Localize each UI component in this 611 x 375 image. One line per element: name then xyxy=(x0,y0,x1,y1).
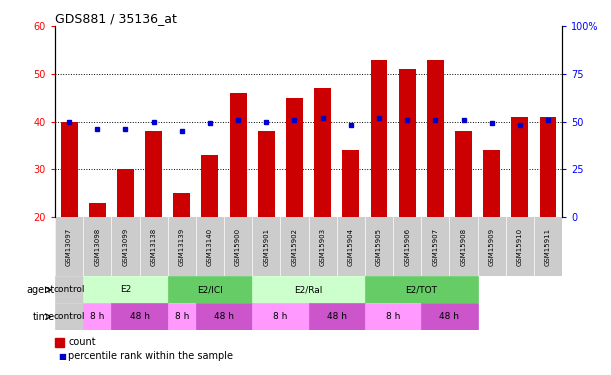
Text: GSM13098: GSM13098 xyxy=(94,228,100,266)
Bar xyxy=(427,60,444,217)
Text: GSM13139: GSM13139 xyxy=(179,228,185,266)
Bar xyxy=(174,193,190,217)
Bar xyxy=(252,303,309,330)
Text: GSM13140: GSM13140 xyxy=(207,228,213,266)
Bar xyxy=(117,169,134,217)
Bar xyxy=(230,93,247,217)
Text: 48 h: 48 h xyxy=(130,312,150,321)
Text: GSM15906: GSM15906 xyxy=(404,228,410,266)
Text: 8 h: 8 h xyxy=(90,312,104,321)
Text: GSM13138: GSM13138 xyxy=(150,228,156,266)
Text: GSM15903: GSM15903 xyxy=(320,228,326,266)
Bar xyxy=(196,303,252,330)
Bar xyxy=(455,131,472,217)
Text: GSM15908: GSM15908 xyxy=(461,228,467,266)
Text: GSM15910: GSM15910 xyxy=(517,228,523,266)
Bar xyxy=(511,117,529,217)
Bar xyxy=(421,303,478,330)
Bar xyxy=(342,150,359,217)
Text: 8 h: 8 h xyxy=(273,312,288,321)
Text: 48 h: 48 h xyxy=(327,312,346,321)
Bar xyxy=(365,276,478,303)
Text: control: control xyxy=(53,312,85,321)
Bar xyxy=(252,276,365,303)
Bar xyxy=(309,303,365,330)
Text: control: control xyxy=(53,285,85,294)
Text: GSM13097: GSM13097 xyxy=(66,228,72,266)
Text: GSM15901: GSM15901 xyxy=(263,228,269,266)
Bar xyxy=(286,98,303,217)
Bar xyxy=(483,150,500,217)
Text: GSM13099: GSM13099 xyxy=(122,228,128,266)
Text: GSM15907: GSM15907 xyxy=(433,228,438,266)
Text: GSM15902: GSM15902 xyxy=(291,228,298,266)
Text: ■: ■ xyxy=(58,352,66,361)
Bar xyxy=(540,117,557,217)
Bar xyxy=(60,122,78,217)
Text: GDS881 / 35136_at: GDS881 / 35136_at xyxy=(55,12,177,25)
Text: E2/ICI: E2/ICI xyxy=(197,285,223,294)
Text: 48 h: 48 h xyxy=(439,312,459,321)
Bar xyxy=(314,88,331,217)
Text: GSM15905: GSM15905 xyxy=(376,228,382,266)
Bar xyxy=(167,276,252,303)
Text: E2: E2 xyxy=(120,285,131,294)
Text: 8 h: 8 h xyxy=(175,312,189,321)
Text: GSM15904: GSM15904 xyxy=(348,228,354,266)
Text: E2/TOT: E2/TOT xyxy=(405,285,437,294)
Text: 8 h: 8 h xyxy=(386,312,400,321)
Text: percentile rank within the sample: percentile rank within the sample xyxy=(68,351,233,361)
Text: 48 h: 48 h xyxy=(214,312,234,321)
Text: count: count xyxy=(68,338,96,347)
Bar xyxy=(83,303,111,330)
Bar xyxy=(55,276,83,303)
Bar xyxy=(167,303,196,330)
Text: time: time xyxy=(32,312,54,322)
Bar xyxy=(399,69,415,217)
Bar xyxy=(258,131,275,217)
Text: GSM15900: GSM15900 xyxy=(235,228,241,266)
Bar xyxy=(89,202,106,217)
Bar xyxy=(202,155,218,217)
Bar xyxy=(83,276,167,303)
Text: GSM15911: GSM15911 xyxy=(545,228,551,266)
Bar xyxy=(111,303,167,330)
Text: agent: agent xyxy=(26,285,54,295)
Bar xyxy=(145,131,162,217)
Text: E2/Ral: E2/Ral xyxy=(295,285,323,294)
Bar xyxy=(370,60,387,217)
Text: GSM15909: GSM15909 xyxy=(489,228,495,266)
Bar xyxy=(365,303,421,330)
Bar xyxy=(55,303,83,330)
